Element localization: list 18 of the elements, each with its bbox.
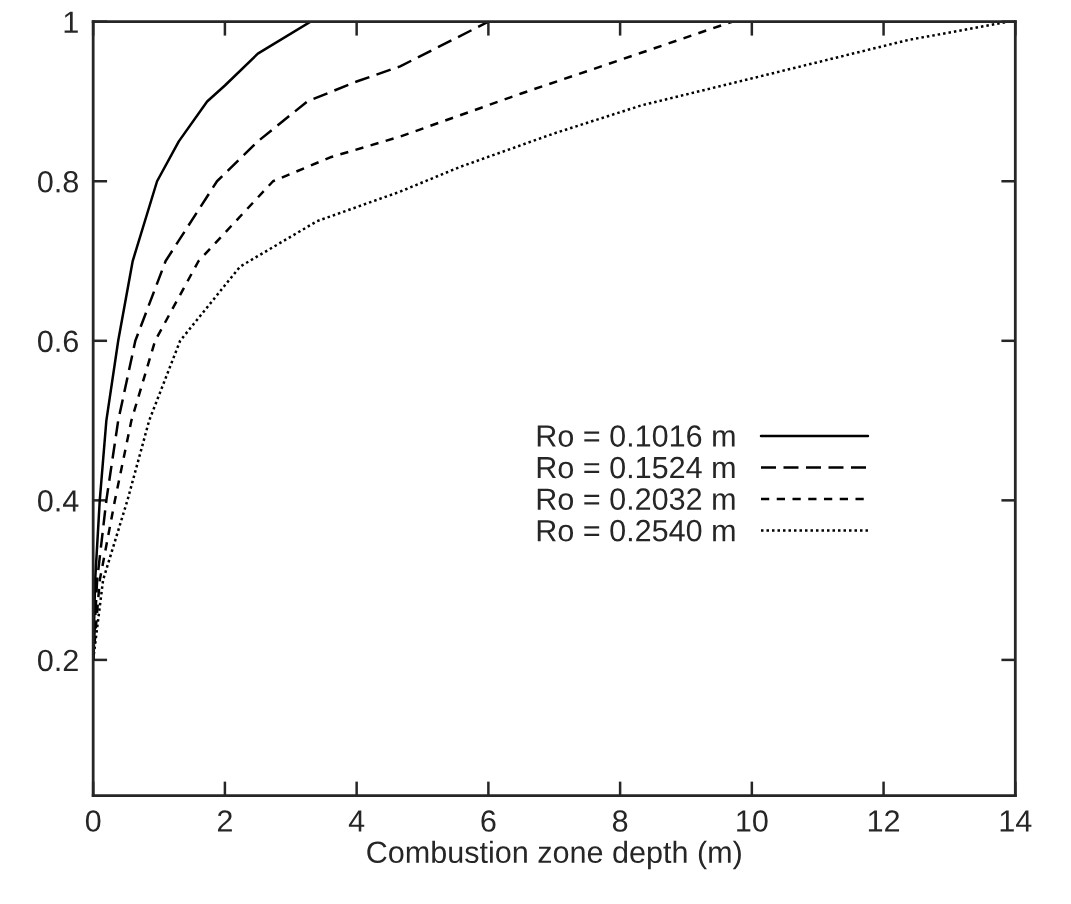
y-tick-label: 0.8 — [38, 170, 78, 193]
x-tick-label: 4 — [348, 810, 365, 832]
x-axis-title: Combustion zone depth (m) — [367, 840, 741, 870]
y-tick-label: 0.6 — [38, 330, 78, 353]
legend-label: Ro = 0.2540 m — [537, 519, 735, 542]
legend-label: Ro = 0.1524 m — [537, 456, 735, 479]
legend-label: Ro = 0.2032 m — [537, 488, 735, 510]
y-tick-label: 0.4 — [38, 490, 79, 512]
y-tick-label: 1 — [64, 11, 78, 33]
x-tick-label: 6 — [481, 810, 496, 832]
x-tick-label: 14 — [1000, 810, 1032, 832]
x-tick-label: 8 — [612, 810, 628, 832]
x-tick-label: 12 — [868, 810, 900, 832]
legend-label: Ro = 0.1016 m — [537, 425, 735, 447]
x-tick-label: 10 — [737, 810, 768, 832]
y-tick-label: 0.2 — [38, 649, 78, 672]
x-tick-label: 0 — [85, 810, 101, 832]
x-tick-label: 2 — [217, 810, 232, 832]
